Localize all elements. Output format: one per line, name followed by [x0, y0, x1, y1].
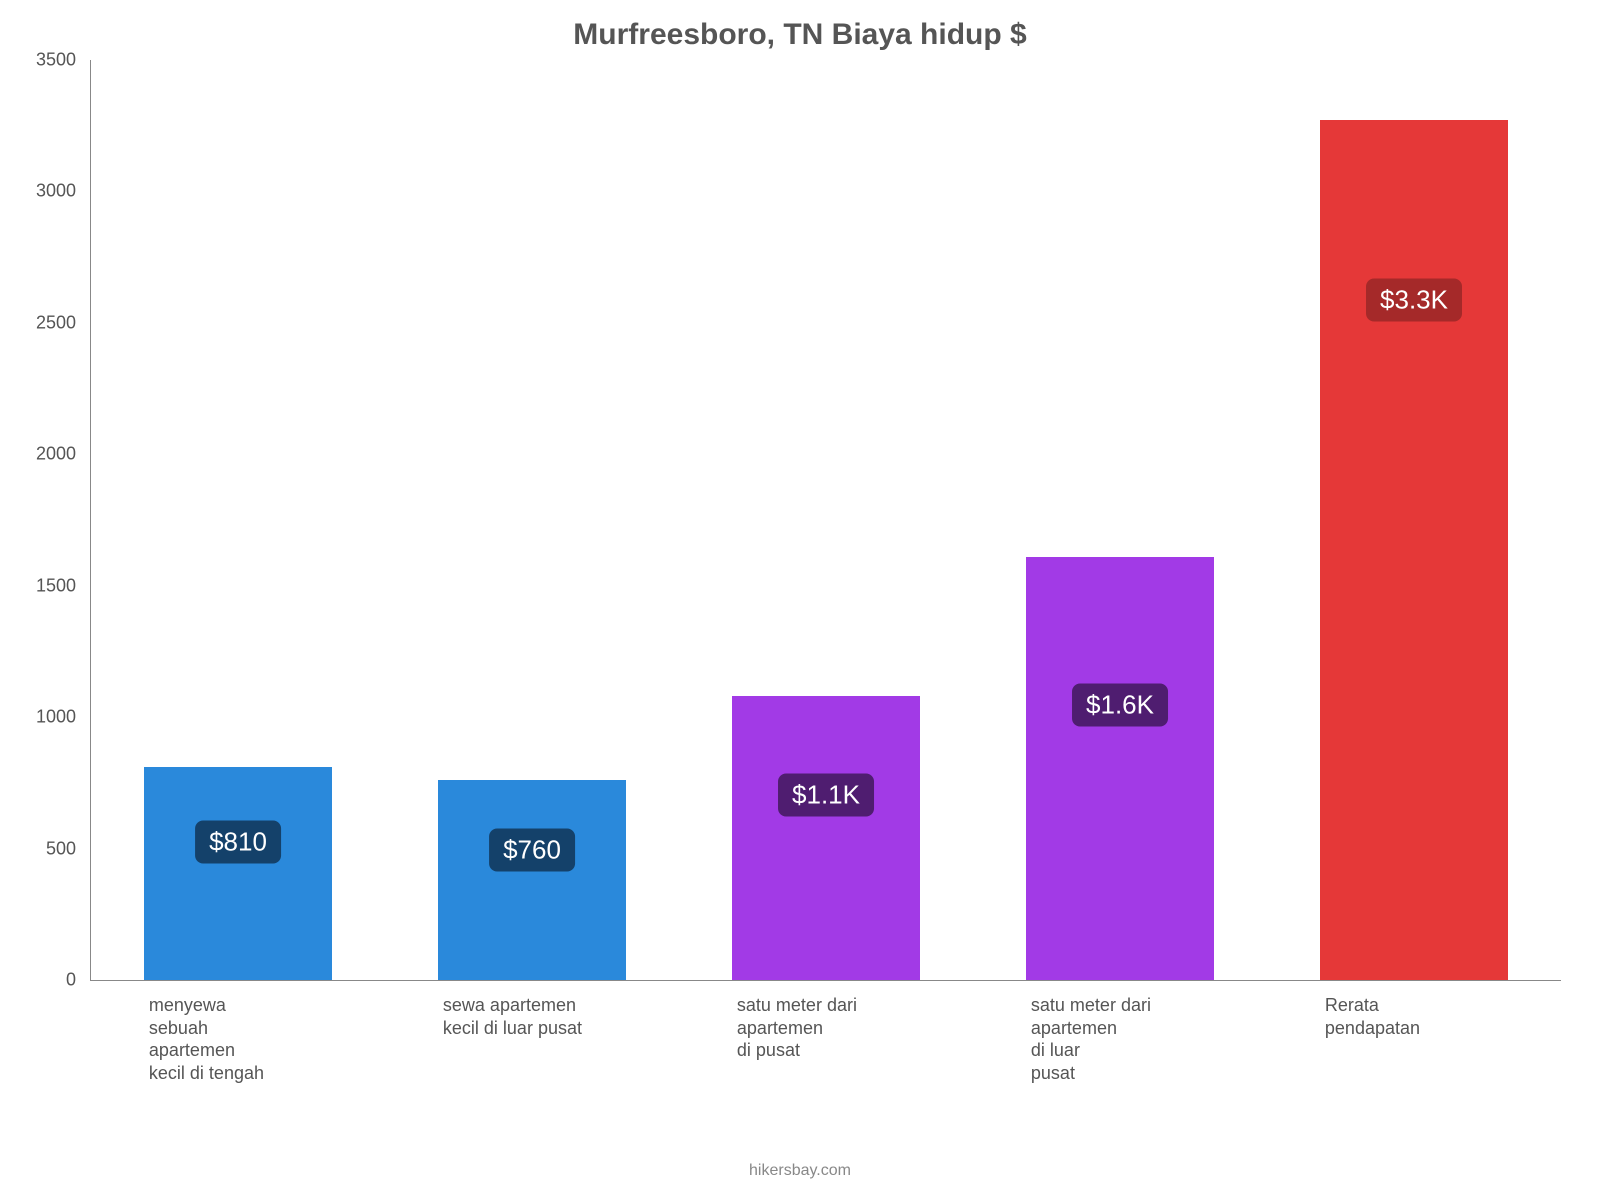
bar — [144, 767, 332, 980]
y-tick-label: 0 — [0, 970, 76, 991]
bar — [1026, 557, 1214, 980]
y-tick-label: 3500 — [0, 50, 76, 71]
y-tick-label: 3000 — [0, 181, 76, 202]
y-tick-label: 500 — [0, 838, 76, 859]
y-tick-label: 2500 — [0, 312, 76, 333]
bar-value-label: $1.1K — [778, 774, 874, 817]
y-tick-label: 1000 — [0, 707, 76, 728]
bar-value-label: $810 — [195, 820, 281, 863]
y-tick-label: 2000 — [0, 444, 76, 465]
bar-value-label: $1.6K — [1072, 683, 1168, 726]
x-category-label: sewa apartemenkecil di luar pusat — [443, 994, 651, 1039]
chart-title: Murfreesboro, TN Biaya hidup $ — [0, 18, 1600, 52]
source-footer: hikersbay.com — [0, 1162, 1600, 1180]
plot-area: $810 $760 $1.1K $1.6K $3.3K — [90, 60, 1561, 981]
bar — [1320, 120, 1508, 980]
bar — [732, 696, 920, 980]
bar-value-label: $3.3K — [1366, 279, 1462, 322]
x-category-label: satu meter dariapartemendi luarpusat — [1031, 994, 1239, 1084]
y-tick-label: 1500 — [0, 575, 76, 596]
bar-value-label: $760 — [489, 829, 575, 872]
cost-of-living-chart: Murfreesboro, TN Biaya hidup $ $810$760$… — [0, 0, 1600, 1200]
x-category-label: Reratapendapatan — [1325, 994, 1533, 1039]
x-category-label: satu meter dariapartemendi pusat — [737, 994, 945, 1062]
bar — [438, 780, 626, 980]
x-category-label: menyewasebuahapartemenkecil di tengah — [149, 994, 357, 1084]
